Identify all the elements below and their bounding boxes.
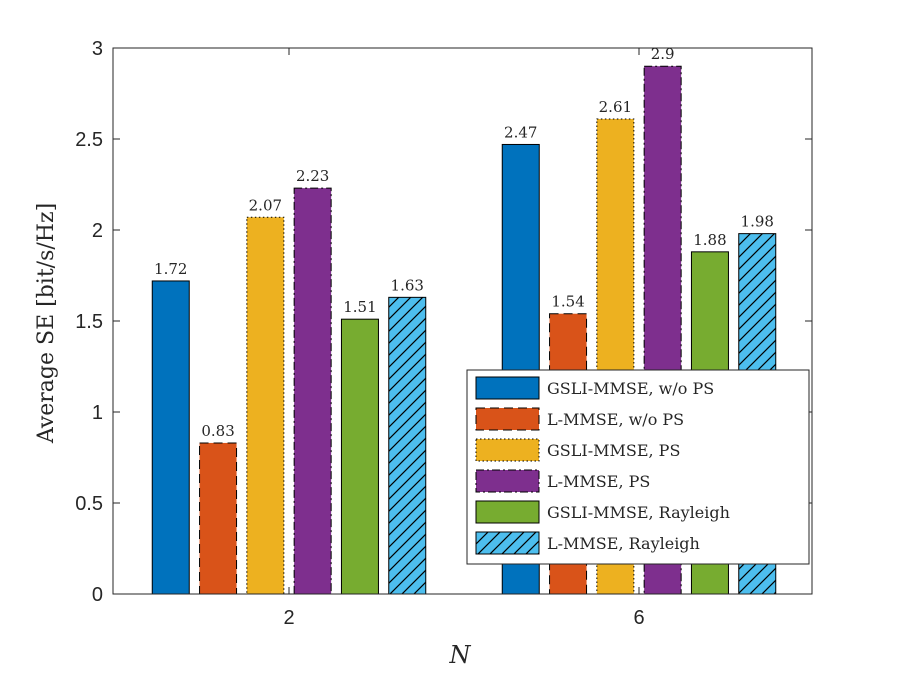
- bar-l-mmse-w-o-ps-n2: [199, 442, 238, 595]
- bar-l-mmse-ps-n2: [293, 187, 332, 595]
- legend-swatch-gsli-mmse-w-o-ps: [475, 376, 540, 400]
- legend-swatch-l-mmse-w-o-ps: [475, 407, 540, 431]
- legend-label-l-mmse-rayleigh: L-MMSE, Rayleigh: [547, 534, 700, 553]
- data-label-gsli-mmse-rayleigh-n2: 1.51: [343, 298, 376, 316]
- data-label-l-mmse-rayleigh-n6: 1.98: [741, 213, 774, 231]
- bar-gsli-mmse-w-o-ps-n2: [151, 280, 190, 595]
- legend-label-gsli-mmse-ps: GSLI-MMSE, PS: [547, 441, 680, 460]
- axes: 0 0.5 1 1.5 2 2.5 3 2 6: [75, 38, 813, 629]
- legend-label-gsli-mmse-w-o-ps: GSLI-MMSE, w/o PS: [547, 379, 714, 398]
- y-tick-label: 3: [92, 38, 103, 60]
- data-label-l-mmse-w-o-ps-n2: 0.83: [201, 422, 234, 440]
- data-label-gsli-mmse-w-o-ps-n6: 2.47: [504, 123, 537, 141]
- data-label-l-mmse-rayleigh-n2: 1.63: [391, 276, 424, 294]
- bar-hatch-l-mmse-rayleigh-n2: [388, 297, 426, 594]
- legend-swatch-l-mmse-ps: [475, 469, 540, 493]
- x-tick-label: 6: [633, 607, 644, 629]
- x-axis-label: N: [449, 641, 472, 669]
- data-label-l-mmse-w-o-ps-n6: 1.54: [551, 293, 584, 311]
- data-label-l-mmse-ps-n6: 2.9: [651, 45, 675, 63]
- y-tick-label: 1: [92, 402, 103, 424]
- data-labels: 1.72 2.47 0.83 1.54 2.07 2.61 2.23 2.9 1.51 1.88 1…: [154, 45, 774, 440]
- y-tick-label: 0.5: [75, 493, 103, 515]
- legend: GSLI-MMSE, w/o PS L-MMSE, w/o PS GSLI-MMSE…: [466, 369, 810, 565]
- data-label-gsli-mmse-ps-n6: 2.61: [599, 98, 632, 116]
- y-tick-label: 2: [92, 220, 103, 242]
- y-tick-label: 0: [92, 584, 103, 606]
- legend-label-l-mmse-ps: L-MMSE, PS: [547, 472, 650, 491]
- legend-swatch-gsli-mmse-rayleigh: [475, 500, 540, 524]
- legend-label-l-mmse-w-o-ps: L-MMSE, w/o PS: [547, 410, 684, 429]
- data-label-l-mmse-ps-n2: 2.23: [296, 167, 329, 185]
- data-label-gsli-mmse-rayleigh-n6: 1.88: [693, 231, 726, 249]
- x-tick-label: 2: [283, 607, 294, 629]
- data-label-gsli-mmse-ps-n2: 2.07: [249, 196, 282, 214]
- legend-swatch-gsli-mmse-ps: [475, 438, 540, 462]
- data-label-gsli-mmse-w-o-ps-n2: 1.72: [154, 260, 187, 278]
- y-tick-label: 1.5: [75, 311, 103, 333]
- y-tick-label: 2.5: [75, 129, 103, 151]
- legend-label-gsli-mmse-rayleigh: GSLI-MMSE, Rayleigh: [547, 503, 730, 522]
- legend-swatch-hatch-l-mmse-rayleigh: [476, 532, 539, 554]
- y-axis-label: Average SE [bit/s/Hz]: [34, 203, 59, 444]
- bar-gsli-mmse-ps-n2: [246, 216, 285, 595]
- bar-gsli-mmse-rayleigh-n2: [340, 318, 379, 595]
